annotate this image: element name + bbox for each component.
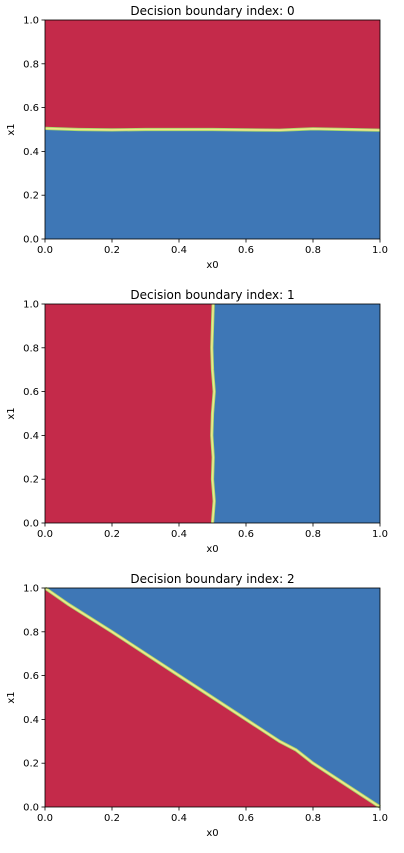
y-tick-label: 0.0	[23, 519, 39, 530]
x-tick-label: 0.6	[238, 529, 254, 540]
x-tick-label: 0.4	[171, 813, 187, 824]
decision-boundary-line	[44, 587, 381, 808]
region-upper	[45, 20, 380, 131]
x-tick-label: 0.8	[305, 245, 321, 256]
x-tick-label: 0.6	[238, 813, 254, 824]
region-above-diagonal	[45, 588, 380, 807]
chart-title: Decision boundary index: 1	[130, 288, 294, 302]
y-tick-label: 0.8	[23, 627, 39, 638]
y-tick-label: 0.6	[23, 387, 39, 398]
axes-frame	[44, 587, 381, 808]
x-tick-label: 1.0	[372, 529, 388, 540]
x-tick-label: 0.4	[171, 529, 187, 540]
y-tick-label: 0.0	[23, 803, 39, 814]
x-tick-label: 1.0	[372, 813, 388, 824]
y-axis-label: x1	[6, 407, 17, 419]
decision-boundary-line	[44, 127, 381, 131]
decision-boundary-line	[211, 303, 215, 524]
x-tick-label: 0.0	[37, 813, 53, 824]
x-axis-label: x0	[206, 260, 218, 271]
x-tick-label: 0.8	[305, 529, 321, 540]
y-tick-label: 0.6	[23, 103, 39, 114]
chart-panel-1: 0.0 0.2 0.4 0.6 0.8 1.0 0.0 0.2 0.4 0.6 0.8 1.0 Deci…	[6, 288, 388, 555]
y-tick-label: 0.4	[23, 431, 39, 442]
axes-frame	[44, 303, 381, 524]
y-tick-label: 0.2	[23, 191, 39, 202]
x-tick-label: 0.2	[104, 813, 120, 824]
y-tick-label: 1.0	[23, 16, 39, 27]
x-tick-label: 1.0	[372, 245, 388, 256]
y-axis-label: x1	[6, 123, 17, 135]
x-axis-label: x0	[206, 544, 218, 555]
x-tick-label: 0.6	[238, 245, 254, 256]
chart-title: Decision boundary index: 0	[130, 4, 294, 18]
region-left	[45, 304, 215, 523]
x-tick-label: 0.0	[37, 529, 53, 540]
y-tick-label: 1.0	[23, 584, 39, 595]
y-tick-label: 0.4	[23, 147, 39, 158]
chart-panel-0: 0.0 0.2 0.4 0.6 0.8 1.0 0.0 0.2 0.4 0.6 0.8 1.0 Deci…	[6, 4, 388, 271]
x-tick-label: 0.0	[37, 245, 53, 256]
y-tick-label: 1.0	[23, 300, 39, 311]
x-tick-label: 0.2	[104, 245, 120, 256]
y-tick-label: 0.4	[23, 715, 39, 726]
axes-frame	[44, 19, 381, 240]
x-axis-label: x0	[206, 828, 218, 839]
x-tick-label: 0.2	[104, 529, 120, 540]
y-axis-label: x1	[6, 691, 17, 703]
chart-panel-2: 0.0 0.2 0.4 0.6 0.8 1.0 0.0 0.2 0.4 0.6 0.8 1.0 Deci…	[6, 572, 388, 839]
y-tick-label: 0.8	[23, 343, 39, 354]
x-tick-label: 0.8	[305, 813, 321, 824]
y-tick-label: 0.6	[23, 671, 39, 682]
x-tick-label: 0.4	[171, 245, 187, 256]
y-tick-label: 0.8	[23, 59, 39, 70]
y-tick-label: 0.0	[23, 235, 39, 246]
region-lower	[45, 128, 380, 239]
region-right	[211, 304, 380, 523]
y-tick-label: 0.2	[23, 759, 39, 770]
y-tick-label: 0.2	[23, 475, 39, 486]
chart-title: Decision boundary index: 2	[130, 572, 294, 586]
